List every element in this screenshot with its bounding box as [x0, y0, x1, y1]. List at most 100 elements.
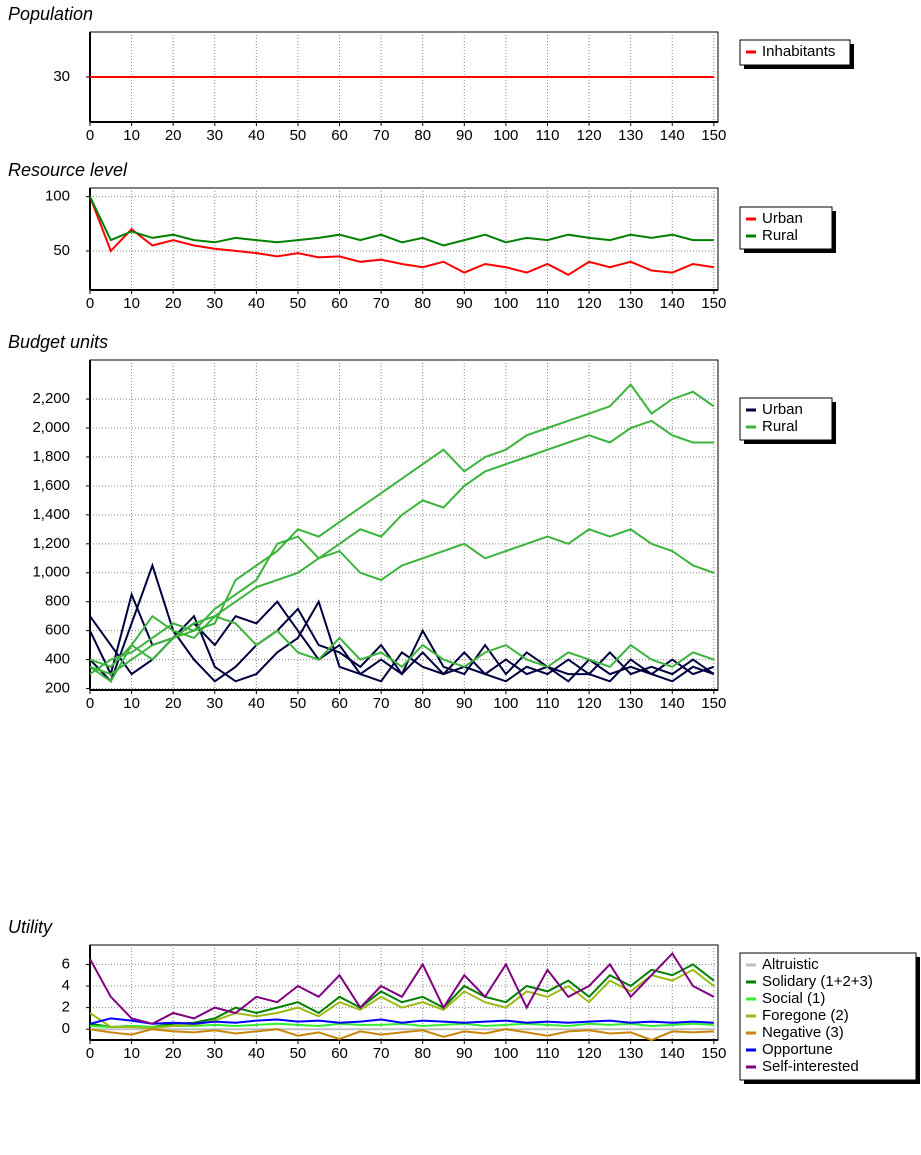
x-tick-label: 0: [86, 695, 94, 712]
x-tick-label: 120: [577, 295, 602, 312]
series-line: [89, 562, 715, 684]
y-tick-label: 1,000: [32, 564, 70, 581]
x-tick-label: 150: [701, 127, 726, 144]
x-tick-label: 120: [577, 127, 602, 144]
x-tick-label: 40: [248, 1045, 265, 1062]
y-tick-label: 400: [45, 651, 70, 668]
chart-title: Resource level: [8, 160, 128, 180]
x-tick-label: 50: [290, 127, 307, 144]
x-tick-label: 70: [373, 1045, 390, 1062]
y-tick-label: 6: [62, 955, 70, 972]
x-tick-label: 90: [456, 127, 473, 144]
series-line: [89, 615, 715, 683]
legend-label: Altruistic: [762, 956, 819, 973]
y-tick-label: 200: [45, 680, 70, 697]
x-tick-label: 60: [331, 295, 348, 312]
legend-label: Urban: [762, 210, 803, 227]
x-tick-label: 80: [414, 695, 431, 712]
y-tick-label: 600: [45, 622, 70, 639]
x-tick-label: 40: [248, 295, 265, 312]
x-tick-label: 50: [290, 295, 307, 312]
x-tick-label: 0: [86, 127, 94, 144]
x-tick-label: 110: [536, 127, 560, 144]
x-tick-label: 100: [493, 295, 518, 312]
y-tick-label: 2,200: [32, 390, 70, 407]
x-tick-label: 70: [373, 295, 390, 312]
x-tick-label: 110: [536, 695, 560, 712]
y-tick-label: 30: [53, 68, 70, 85]
legend-label: Negative (3): [762, 1024, 844, 1041]
x-tick-label: 30: [206, 295, 223, 312]
y-tick-label: 1,800: [32, 448, 70, 465]
series-line: [89, 196, 714, 276]
x-tick-label: 20: [165, 127, 182, 144]
x-tick-label: 0: [86, 295, 94, 312]
x-tick-label: 110: [536, 1045, 560, 1062]
series-line: [89, 1022, 714, 1029]
x-tick-label: 50: [290, 1045, 307, 1062]
legend-label: Foregone (2): [762, 1007, 849, 1024]
x-tick-label: 150: [701, 1045, 726, 1062]
legend: [739, 952, 917, 1081]
y-tick-label: 1,200: [32, 535, 70, 552]
x-tick-label: 70: [373, 695, 390, 712]
x-tick-label: 30: [206, 695, 223, 712]
y-tick-label: 1,600: [32, 477, 70, 494]
x-tick-label: 130: [618, 1045, 643, 1062]
chart-title: Population: [8, 4, 93, 24]
x-tick-label: 150: [701, 695, 726, 712]
series-line: [89, 951, 715, 1025]
x-tick-label: 20: [165, 295, 182, 312]
x-tick-label: 80: [414, 295, 431, 312]
series-line: [89, 528, 715, 675]
x-tick-label: 150: [701, 295, 726, 312]
x-tick-label: 60: [331, 695, 348, 712]
legend-label: Inhabitants: [762, 43, 835, 60]
series-line: [89, 599, 715, 683]
series-line: [89, 963, 715, 1029]
plot-area: [89, 359, 719, 691]
series-line: [89, 968, 715, 1030]
x-tick-label: 130: [618, 127, 643, 144]
x-tick-label: 130: [618, 695, 643, 712]
legend-label: Social (1): [762, 990, 825, 1007]
x-tick-label: 140: [660, 127, 685, 144]
plot-area: [89, 187, 719, 291]
x-tick-label: 90: [456, 295, 473, 312]
x-tick-label: 60: [331, 1045, 348, 1062]
y-tick-label: 50: [53, 242, 70, 259]
x-tick-label: 60: [331, 127, 348, 144]
legend-label: Urban: [762, 401, 803, 418]
legend-label: Self-interested: [762, 1058, 859, 1075]
x-tick-label: 70: [373, 127, 390, 144]
x-tick-label: 120: [577, 1045, 602, 1062]
legend-label: Rural: [762, 418, 798, 435]
legend-label: Rural: [762, 227, 798, 244]
series-line: [89, 1028, 714, 1042]
x-tick-label: 100: [493, 127, 518, 144]
y-tick-label: 4: [62, 977, 70, 994]
x-tick-label: 30: [206, 127, 223, 144]
series-line: [89, 419, 714, 668]
x-tick-label: 80: [414, 1045, 431, 1062]
x-tick-label: 10: [123, 1045, 140, 1062]
x-tick-label: 140: [660, 295, 685, 312]
x-tick-label: 20: [165, 1045, 182, 1062]
x-tick-label: 110: [536, 295, 560, 312]
series-line: [89, 1017, 714, 1025]
legend: [739, 206, 833, 250]
x-tick-label: 30: [206, 1045, 223, 1062]
legend: [739, 397, 833, 441]
x-tick-label: 140: [660, 1045, 685, 1062]
x-tick-label: 140: [660, 695, 685, 712]
chart-title: Utility: [8, 917, 53, 937]
y-tick-label: 2,000: [32, 419, 70, 436]
x-tick-label: 20: [165, 695, 182, 712]
legend: [739, 39, 851, 66]
y-tick-label: 1,400: [32, 506, 70, 523]
y-tick-label: 800: [45, 593, 70, 610]
x-tick-label: 120: [577, 695, 602, 712]
x-tick-label: 40: [248, 127, 265, 144]
legend-label: Opportune: [762, 1041, 833, 1058]
